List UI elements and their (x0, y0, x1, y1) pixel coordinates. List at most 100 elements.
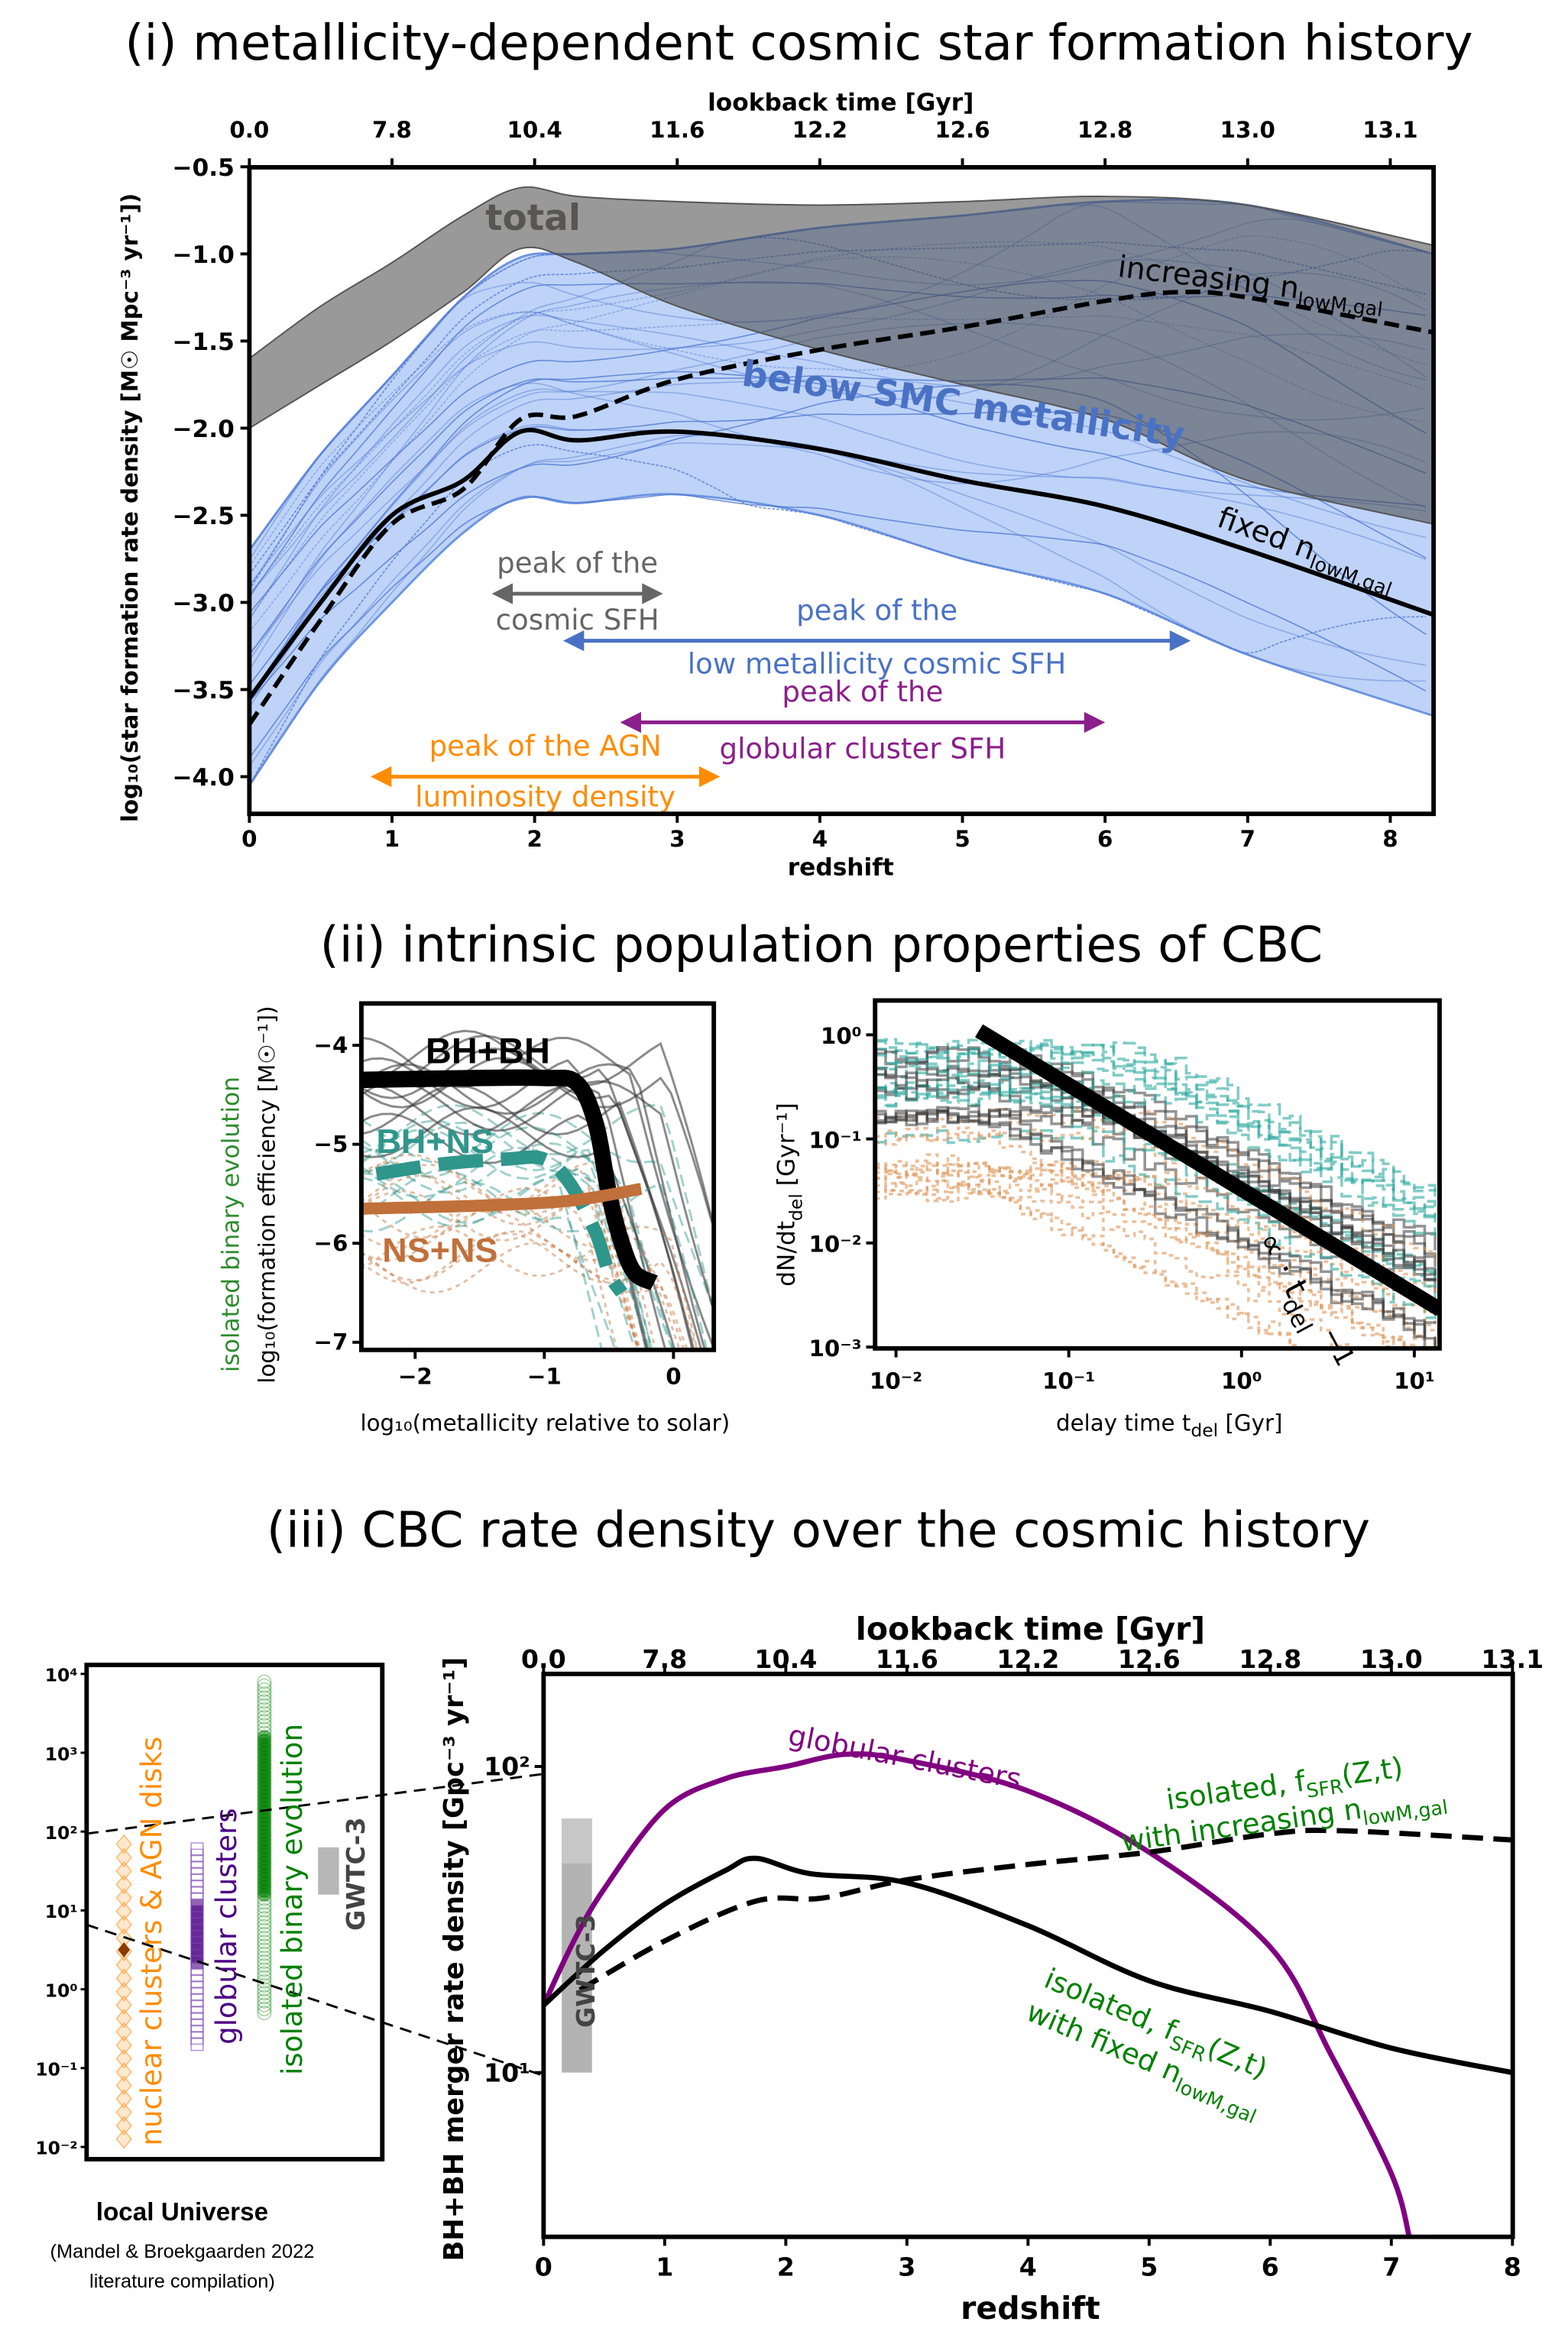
model-variation-line (361, 1164, 640, 1350)
sfh-top-xlabel: lookback time [Gyr] (708, 89, 974, 117)
isolated-binary-marker (257, 1919, 272, 1934)
top-x-tick-label: 0.0 (229, 117, 269, 143)
model-variation-line (361, 1047, 703, 1350)
x-tick-label: 10⁰ (1221, 1368, 1262, 1394)
y-tick-label: 10³ (45, 1744, 78, 1765)
efficiency-axes-frame (359, 1001, 717, 1352)
nuclear-cluster-marker (115, 2022, 132, 2042)
top-x-tick-label: 11.6 (650, 117, 705, 143)
isolated-binary-marker (257, 1698, 272, 1713)
ensemble-sfh-line (249, 444, 1427, 786)
ensemble-sfh-line (249, 388, 1427, 703)
isolated-binary-marker (257, 1906, 272, 1922)
isolated-binary-marker (257, 1911, 272, 1926)
x-tick-label: −1 (527, 1364, 562, 1390)
delay-time-distribution (875, 1038, 1437, 1193)
model-variation-line (361, 1190, 642, 1350)
nuclear-cluster-marker (115, 2048, 132, 2069)
nuclear-cluster-marker (115, 2008, 132, 2029)
gc-label-line1: peak of the (782, 675, 943, 708)
isolated-binary-marker (257, 1690, 272, 1705)
isolated-increasing-rate-line (578, 1828, 1513, 1993)
nuclear-cluster-marker (115, 2129, 132, 2149)
model-variation-line (361, 1225, 698, 1350)
delay-time-distribution (875, 1125, 1437, 1292)
x-tick-label: 3 (898, 2252, 915, 2281)
nuclear-cluster-marker (115, 1860, 132, 1881)
total-label: total (485, 197, 581, 239)
isolated-binary-marker (257, 1705, 272, 1721)
top-x-tick-label: 10.4 (754, 1644, 817, 1674)
ns-ns-efficiency-line (363, 1183, 643, 1215)
agn-arrow-head-left (371, 766, 392, 788)
nuclear-clusters-label: nuclear clusters & AGN disks (135, 1737, 168, 2146)
model-variation-line (361, 1128, 649, 1350)
top-x-tick-label: 7.8 (642, 1644, 687, 1674)
isolated-binary-marker (257, 1686, 272, 1702)
delay-time-distribution (875, 1178, 1302, 1349)
reference-note-1: (Mandel & Broekgaarden 2022 (50, 2241, 315, 2262)
panel-i-title: (i) metallicity-dependent cosmic star fo… (125, 15, 1472, 72)
gwtc3-local-label: GWTC-3 (341, 1817, 371, 1931)
isolated-binary-marker (257, 1702, 272, 1717)
y-tick-label: 10¹ (45, 1901, 78, 1922)
model-variation-line (361, 1112, 714, 1307)
isolated-binary-marker (257, 1942, 272, 1957)
nuclear-cluster-marker (115, 2061, 132, 2082)
isolated-increasing-label-1: isolated, fSFR(Z,t) (1165, 1751, 1406, 1822)
nuclear-cluster-marker (115, 1874, 132, 1895)
nuclear-cluster-marker (115, 1995, 132, 2016)
top-x-tick-label: 12.8 (1239, 1644, 1301, 1674)
top-x-tick-label: 12.6 (935, 117, 990, 143)
model-variation-line (361, 1187, 619, 1350)
y-tick-label: 10⁻¹ (35, 2059, 77, 2081)
isolated-binary-marker (257, 1977, 272, 1993)
x-tick-label: 2 (526, 826, 542, 852)
model-variation-line (361, 1232, 685, 1350)
top-x-tick-label: 12.6 (1118, 1644, 1181, 1674)
top-x-tick-label: 10.4 (507, 117, 562, 143)
isolated-binary-marker (257, 1970, 272, 1985)
panel-ii-title: (ii) intrinsic population properties of … (320, 917, 1323, 974)
x-tick-label: 8 (1504, 2252, 1521, 2281)
x-tick-label: 8 (1382, 826, 1398, 852)
fixed-nlowm-line (249, 427, 1434, 700)
isolated-binary-marker (257, 1990, 272, 2005)
bhbh-label: BH+BH (426, 1031, 550, 1071)
nsns-label: NS+NS (382, 1230, 497, 1269)
bh-ns-efficiency-line (375, 1150, 628, 1297)
globular-clusters-curve-label: globular clusters (786, 1718, 1024, 1796)
isolated-binary-marker (257, 1966, 272, 1981)
nuclear-cluster-marker (115, 2102, 132, 2123)
x-tick-label: 5 (954, 826, 970, 852)
lowz-label-line1: peak of the (796, 594, 957, 627)
x-tick-label: 3 (669, 826, 685, 852)
x-tick-label: 10⁻¹ (1042, 1368, 1095, 1394)
top-x-tick-label: 7.8 (372, 117, 412, 143)
model-variation-line (361, 1169, 617, 1350)
top-x-tick-label: 13.0 (1220, 117, 1275, 143)
top-x-tick-label: 13.0 (1360, 1644, 1423, 1674)
isolated-binary-label: isolated binary evolution (276, 1724, 309, 2075)
bh-bh-efficiency-line (361, 1069, 658, 1291)
x-tick-label: −2 (398, 1364, 432, 1390)
ensemble-sfh-line (249, 235, 1427, 568)
isolated-binary-marker (257, 2005, 272, 2021)
connector-lower (86, 1923, 544, 2077)
model-variation-line (361, 1229, 698, 1350)
x-tick-label: 0 (241, 826, 257, 852)
local-axes-frame (84, 1663, 385, 2161)
top-x-tick-label: 13.1 (1362, 117, 1417, 143)
nuclear-cluster-marker (115, 1915, 132, 1935)
isolated-binary-marker (257, 1997, 272, 2013)
nuclear-cluster-marker (115, 1887, 132, 1908)
isolated-binary-marker (257, 1725, 272, 1741)
gwtc3-local-band (318, 1847, 339, 1895)
model-variation-line (361, 1036, 714, 1345)
delay-axes-frame (873, 998, 1442, 1351)
x-tick-label: 4 (812, 826, 828, 852)
isolated-binary-marker (257, 2001, 272, 2016)
sfh-ylabel: log₁₀(star formation rate density [M☉ Mp… (117, 193, 143, 822)
sfh-axes-frame (247, 165, 1437, 817)
